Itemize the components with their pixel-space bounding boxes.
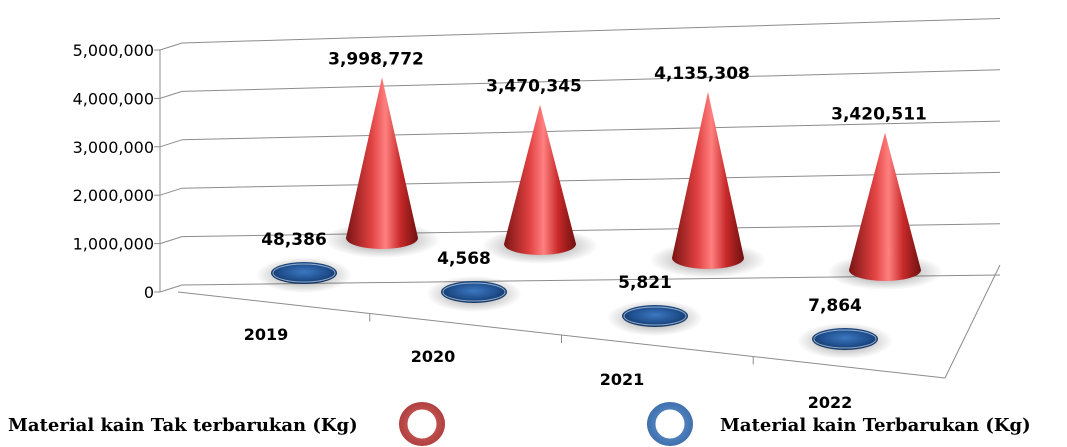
gridline-back <box>181 69 1001 92</box>
gridline-back <box>181 171 1001 189</box>
blue-disc-rim <box>442 282 506 302</box>
red-data-label: 3,998,772 <box>328 49 424 69</box>
red-cone <box>849 132 921 281</box>
legend-swatch-red <box>399 402 445 446</box>
gridline-back <box>181 120 1001 141</box>
blue-disc <box>622 305 688 327</box>
red-data-label: 4,135,308 <box>654 64 750 84</box>
y-tick-label: 3,000,000 <box>73 138 154 157</box>
blue-data-label: 5,821 <box>618 273 672 293</box>
blue-disc-rim <box>813 329 877 349</box>
blue-disc-rim <box>272 263 336 283</box>
red-data-label: 3,470,345 <box>486 77 582 97</box>
data-marks: 48,386 4,568 5,821 7,864 3,998,772 3,470,345 4… <box>256 49 943 359</box>
y-tick-label: 1,000,000 <box>73 235 154 254</box>
y-tick-label: 0 <box>144 283 154 302</box>
gridline-side <box>159 42 183 51</box>
legend-label-red: Material kain Tak terbarukan (Kg) <box>8 415 358 436</box>
blue-disc-mark <box>797 323 893 359</box>
y-tick-label: 2,000,000 <box>73 186 154 205</box>
blue-disc <box>441 281 507 303</box>
gridline-side <box>159 187 183 196</box>
red-cone-mark <box>324 77 440 258</box>
gridline-side <box>159 236 183 245</box>
x-category-label: 2021 <box>600 370 645 389</box>
red-cone <box>346 77 418 249</box>
gridline-side <box>159 139 183 148</box>
blue-disc <box>271 262 337 284</box>
gridline-side <box>159 284 183 293</box>
blue-disc-rim <box>623 306 687 326</box>
y-tick-label: 4,000,000 <box>73 89 154 108</box>
x-category-label: 2022 <box>808 393 853 412</box>
y-axis-ticks: 0 1,000,000 2,000,000 3,000,000 4,000,000 5,0… <box>73 41 160 302</box>
red-cone-mark <box>650 91 766 278</box>
blue-disc-mark <box>607 300 703 336</box>
x-category-label: 2019 <box>244 325 289 344</box>
red-cone-mark <box>482 104 598 264</box>
x-axis-categories: 2019 2020 2021 2022 <box>244 325 853 412</box>
red-cone-mark <box>827 132 943 290</box>
blue-data-label: 4,568 <box>437 249 491 269</box>
axes <box>159 50 1001 379</box>
red-cone <box>504 104 576 256</box>
legend-label-blue: Material kain Terbarukan (Kg) <box>720 415 1031 436</box>
red-cone <box>672 91 744 269</box>
gridline-side <box>159 90 183 99</box>
floor-right-edge <box>944 264 1001 379</box>
red-data-label: 3,420,511 <box>831 105 927 125</box>
blue-disc-mark <box>426 276 522 312</box>
y-tick-label: 5,000,000 <box>73 41 154 60</box>
blue-disc-mark <box>256 257 352 293</box>
blue-disc <box>812 328 878 350</box>
legend-swatch-blue <box>647 402 693 446</box>
x-category-label: 2020 <box>411 347 456 366</box>
legend: Material kain Tak terbarukan (Kg) Materi… <box>8 402 1031 446</box>
gridline-back <box>181 17 1001 44</box>
blue-data-label: 7,864 <box>808 296 862 316</box>
blue-data-label: 48,386 <box>261 230 327 250</box>
